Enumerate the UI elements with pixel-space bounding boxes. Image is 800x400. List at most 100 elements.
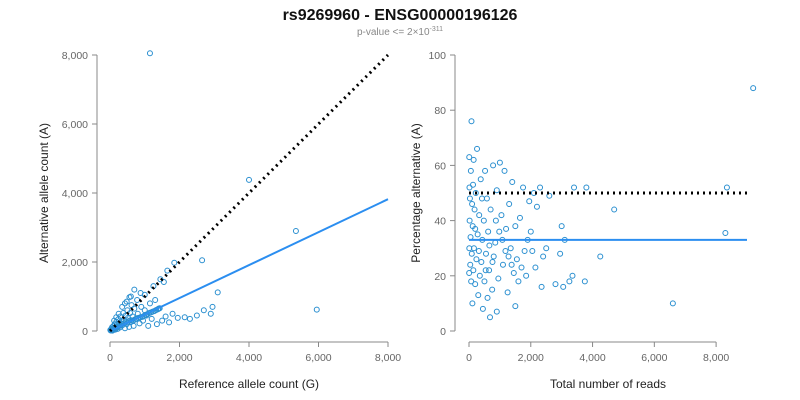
data-point	[467, 261, 474, 268]
y-tick-label: 40	[434, 216, 446, 228]
data-point	[513, 256, 520, 263]
data-point	[171, 259, 178, 266]
data-point	[468, 118, 475, 125]
data-point	[466, 217, 473, 224]
x-tick-label: 6,000	[641, 352, 667, 364]
data-point	[581, 278, 588, 285]
data-point	[209, 303, 216, 310]
data-point	[467, 234, 474, 241]
data-point	[473, 256, 480, 263]
data-point	[521, 247, 528, 254]
data-point	[477, 176, 484, 183]
data-point	[470, 156, 477, 163]
data-point	[489, 286, 496, 293]
data-point	[504, 289, 511, 296]
data-point	[472, 281, 479, 288]
data-point	[174, 314, 181, 321]
y-tick-label: 60	[434, 160, 446, 172]
data-point	[136, 320, 143, 327]
data-point	[558, 223, 565, 230]
data-point	[159, 317, 166, 324]
x-tick-label: 4,000	[236, 352, 262, 364]
data-point	[468, 250, 475, 257]
data-point	[466, 184, 473, 191]
data-point	[146, 300, 153, 307]
y-tick-label: 4,000	[62, 188, 88, 200]
x-axis-label: Reference allele count (G)	[179, 377, 319, 391]
data-point	[496, 159, 503, 166]
data-point	[200, 307, 207, 314]
data-point	[723, 184, 730, 191]
x-tick-label: 8,000	[375, 352, 401, 364]
data-point	[186, 315, 193, 322]
data-point	[669, 300, 676, 307]
data-point	[566, 278, 573, 285]
data-point	[152, 296, 159, 303]
data-point	[484, 294, 491, 301]
data-point	[486, 242, 493, 249]
data-point	[127, 293, 134, 300]
data-point	[469, 300, 476, 307]
x-tick-label: 6,000	[305, 352, 331, 364]
data-point	[540, 253, 547, 260]
data-point	[487, 314, 494, 321]
data-point	[469, 201, 476, 208]
data-point	[482, 167, 489, 174]
data-point	[750, 85, 757, 92]
data-point	[111, 317, 118, 324]
x-tick-label: 2,000	[166, 352, 192, 364]
reference-line	[108, 53, 390, 333]
data-point	[487, 206, 494, 213]
x-tick-label: 2,000	[518, 352, 544, 364]
data-point	[552, 281, 559, 288]
data-point	[470, 267, 477, 274]
data-point	[501, 167, 508, 174]
data-point	[193, 312, 200, 319]
data-point	[492, 239, 499, 246]
data-point	[507, 245, 514, 252]
data-point	[499, 261, 506, 268]
data-point	[515, 278, 522, 285]
data-point	[479, 305, 486, 312]
data-point	[512, 303, 519, 310]
x-tick-label: 0	[466, 352, 472, 364]
y-tick-label: 20	[434, 271, 446, 283]
data-point	[533, 203, 540, 210]
y-tick-label: 8,000	[62, 50, 88, 62]
data-point	[199, 257, 206, 264]
data-point	[123, 298, 130, 305]
data-point	[538, 283, 545, 290]
data-point	[480, 217, 487, 224]
data-point	[490, 162, 497, 169]
x-tick-label: 4,000	[579, 352, 605, 364]
data-point	[557, 250, 564, 257]
x-tick-label: 8,000	[703, 352, 729, 364]
data-point	[131, 286, 138, 293]
data-point	[466, 270, 473, 277]
y-tick-label: 6,000	[62, 119, 88, 131]
data-point	[466, 245, 473, 252]
data-point	[146, 50, 153, 57]
data-point	[583, 184, 590, 191]
data-point	[611, 206, 618, 213]
data-point	[509, 178, 516, 185]
data-point	[468, 278, 475, 285]
data-point	[537, 184, 544, 191]
y-axis-label: Alternative allele count (A)	[37, 123, 51, 263]
data-point	[292, 227, 299, 234]
data-point	[166, 319, 173, 326]
right-scatter-plot: 0 2,000 4,000 6,000 8,000 0 20 40 60 80 100 Total n…	[409, 50, 757, 391]
left-scatter-plot: 0 2,000 4,000 6,000 8,000 0 2,000 4,000 6,000 8,0…	[37, 50, 401, 391]
data-point	[119, 303, 126, 310]
data-point	[475, 292, 482, 299]
data-point	[498, 212, 505, 219]
data-point	[481, 278, 488, 285]
y-tick-label: 0	[440, 326, 446, 338]
figure-title: rs9269960 - ENSG00000196126	[283, 7, 518, 24]
data-point	[483, 195, 490, 202]
data-point	[466, 154, 473, 161]
data-point	[560, 283, 567, 290]
data-point	[505, 253, 512, 260]
data-point	[489, 259, 496, 265]
